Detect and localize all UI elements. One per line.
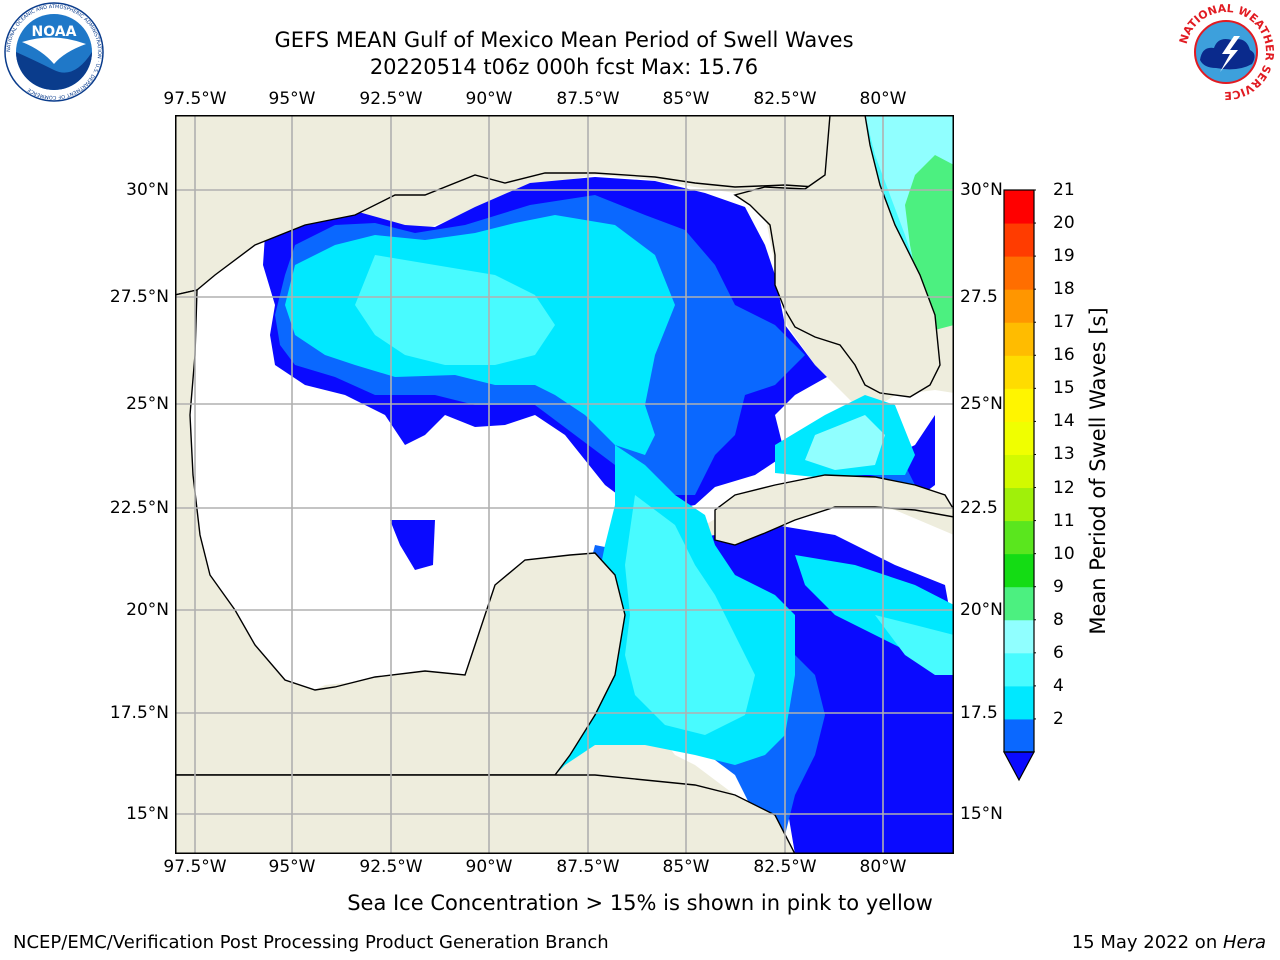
colorbar-tick-label: 9 bbox=[1053, 576, 1064, 597]
lon-tick-top: 87.5°W bbox=[556, 89, 620, 109]
lon-tick-top: 82.5°W bbox=[753, 89, 817, 109]
lat-tick-left: 17.5°N bbox=[109, 703, 169, 723]
colorbar-tick-label: 13 bbox=[1053, 444, 1075, 465]
lon-tick-bottom: 85°W bbox=[662, 857, 710, 877]
colorbar-tick-label: 20 bbox=[1053, 213, 1075, 234]
lat-tick-left: 27.5°N bbox=[109, 287, 169, 307]
lat-tick-right: 30°N bbox=[960, 180, 1003, 200]
colorbar-tick-label: 16 bbox=[1053, 345, 1075, 366]
lat-tick-left: 25°N bbox=[126, 394, 169, 414]
colorbar-under-arrow bbox=[1002, 751, 1036, 782]
colorbar-segment bbox=[1004, 355, 1034, 389]
colorbar-segment bbox=[1004, 190, 1034, 224]
lon-tick-top: 90°W bbox=[465, 89, 513, 109]
lat-tick-right: 20°N bbox=[960, 600, 1003, 620]
lat-tick-left: 20°N bbox=[126, 600, 169, 620]
colorbar-tick-label: 4 bbox=[1053, 675, 1064, 696]
colorbar-tick-label: 18 bbox=[1053, 279, 1075, 300]
colorbar-segment bbox=[1004, 223, 1034, 257]
lon-tick-bottom: 95°W bbox=[268, 857, 316, 877]
footer-date: 15 May 2022 on Hera bbox=[1072, 932, 1266, 953]
lat-tick-left: 15°N bbox=[126, 804, 169, 824]
land-overlay bbox=[175, 115, 954, 854]
colorbar bbox=[1002, 189, 1036, 782]
colorbar-segment bbox=[1004, 256, 1034, 290]
colorbar-outline bbox=[1003, 189, 1035, 753]
colorbar-segment bbox=[1004, 619, 1034, 654]
lat-tick-right: 17.5 bbox=[960, 703, 998, 723]
lon-tick-bottom: 87.5°W bbox=[556, 857, 620, 877]
colorbar-segment bbox=[1004, 553, 1034, 588]
footer-date-text: 15 May 2022 on bbox=[1071, 932, 1223, 953]
lat-tick-right: 22.5 bbox=[960, 498, 998, 518]
colorbar-segment bbox=[1004, 322, 1034, 356]
map-border bbox=[175, 115, 954, 854]
colorbar-segment bbox=[1004, 652, 1034, 687]
chart-title: GEFS MEAN Gulf of Mexico Mean Period of … bbox=[274, 28, 854, 52]
chart-subtitle: 20220514 t06z 000h fcst Max: 15.76 bbox=[369, 55, 759, 79]
lon-tick-bottom: 97.5°W bbox=[163, 857, 227, 877]
colorbar-segment bbox=[1004, 586, 1034, 621]
colorbar-segment bbox=[1004, 520, 1034, 555]
colorbar-tick-label: 6 bbox=[1053, 642, 1064, 663]
colorbar-tick-label: 14 bbox=[1053, 411, 1075, 432]
colorbar-segment bbox=[1004, 685, 1034, 720]
colorbar-tick-label: 10 bbox=[1053, 543, 1075, 564]
colorbar-tick-label: 8 bbox=[1053, 609, 1064, 630]
colorbar-segment bbox=[1004, 487, 1034, 522]
colorbar-segment bbox=[1004, 421, 1034, 455]
colorbar-label: Mean Period of Swell Waves [s] bbox=[1086, 307, 1110, 635]
lon-tick-top: 80°W bbox=[859, 89, 907, 109]
colorbar-segment bbox=[1004, 718, 1034, 753]
lon-tick-bottom: 80°W bbox=[859, 857, 907, 877]
colorbar-tick-label: 2 bbox=[1053, 708, 1064, 729]
lon-tick-top: 92.5°W bbox=[359, 89, 423, 109]
lat-tick-left: 30°N bbox=[126, 180, 169, 200]
colorbar-tick-label: 19 bbox=[1053, 246, 1075, 267]
colorbar-tick-label: 17 bbox=[1053, 312, 1075, 333]
map-gridlines bbox=[175, 115, 954, 854]
lat-tick-right: 25°N bbox=[960, 394, 1003, 414]
lon-tick-top: 95°W bbox=[268, 89, 316, 109]
lon-tick-bottom: 92.5°W bbox=[359, 857, 423, 877]
nws-logo-icon: NATIONAL WEATHER SERVICE bbox=[1177, 2, 1276, 102]
gulf-of-mexico-swell-period-map bbox=[175, 115, 954, 854]
colorbar-segment bbox=[1004, 454, 1034, 489]
footer-host: Hera bbox=[1222, 932, 1266, 953]
colorbar-segment bbox=[1004, 388, 1034, 422]
noaa-logo-text: NOAA bbox=[32, 24, 77, 40]
colorbar-tick-label: 21 bbox=[1053, 180, 1075, 200]
lon-tick-top: 97.5°W bbox=[163, 89, 227, 109]
footer-credit: NCEP/EMC/Verification Post Processing Pr… bbox=[13, 932, 609, 953]
lon-tick-top: 85°W bbox=[662, 89, 710, 109]
colorbar-tick-label: 11 bbox=[1053, 510, 1075, 531]
lat-tick-right: 27.5 bbox=[960, 287, 998, 307]
noaa-logo-icon: NATIONAL OCEANIC AND ATMOSPHERIC ADMINIS… bbox=[4, 2, 104, 102]
lat-tick-right: 15°N bbox=[960, 804, 1003, 824]
sea-ice-note: Sea Ice Concentration > 15% is shown in … bbox=[347, 891, 933, 915]
colorbar-tick-label: 12 bbox=[1053, 477, 1075, 498]
colorbar-segment bbox=[1004, 289, 1034, 323]
colorbar-tick-label: 15 bbox=[1053, 378, 1075, 399]
lon-tick-bottom: 90°W bbox=[465, 857, 513, 877]
lon-tick-bottom: 82.5°W bbox=[753, 857, 817, 877]
lat-tick-left: 22.5°N bbox=[109, 498, 169, 518]
